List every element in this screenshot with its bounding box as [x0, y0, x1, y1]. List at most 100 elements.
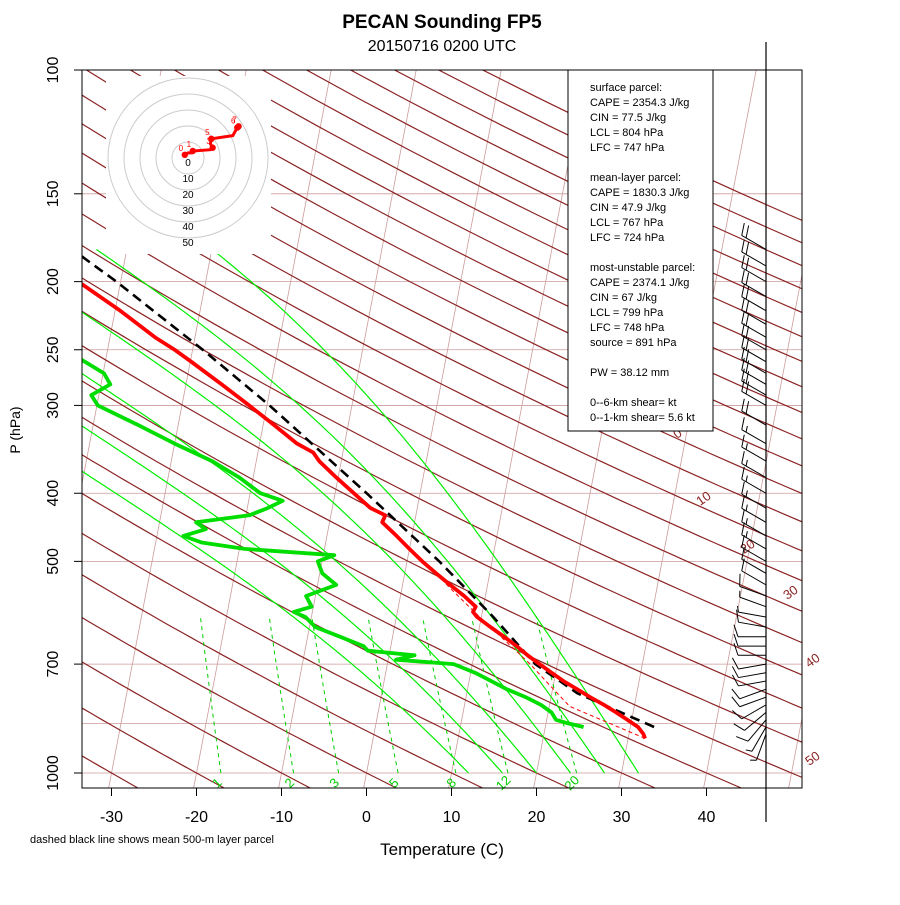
mixing-ratio-label: 20 — [561, 772, 582, 793]
moist-adiabats — [0, 250, 638, 774]
wind-barb-shaft — [740, 586, 766, 596]
wind-barbs — [732, 42, 766, 822]
wind-barb-flag — [746, 505, 747, 511]
y-tick-label: 200 — [45, 268, 62, 295]
wind-barb-flag — [746, 426, 747, 432]
temperature-line — [38, 250, 646, 739]
wind-barb — [742, 240, 766, 266]
dewpoint-line — [0, 250, 584, 728]
wind-barb — [742, 335, 766, 361]
wind-barb-shaft — [742, 370, 766, 384]
parameter-line: CAPE = 2354.3 J/kg — [590, 97, 689, 109]
mixing-ratio-line — [269, 617, 293, 773]
wind-barb-flag — [746, 300, 749, 312]
parameter-line: CIN = 67 J/kg — [590, 292, 657, 304]
wind-barb-flag — [736, 737, 748, 742]
wind-barb — [732, 697, 766, 707]
wind-barb-flag — [742, 467, 745, 479]
wind-barb-flag — [746, 326, 749, 338]
wind-barb-flag — [746, 242, 749, 254]
wind-barb-flag — [742, 510, 745, 522]
parameter-line: PW = 38.12 mm — [590, 367, 669, 379]
wind-barb-shaft — [742, 336, 766, 350]
wind-barb-flag — [732, 697, 740, 707]
parameter-line: CIN = 77.5 J/kg — [590, 112, 666, 124]
mixing-ratio-line — [423, 617, 456, 773]
wind-barb-flag — [742, 451, 745, 463]
wind-barb-shaft — [742, 297, 766, 311]
y-tick-label: 150 — [45, 180, 62, 207]
wind-barb — [740, 591, 766, 607]
wind-barb-flag — [746, 518, 747, 524]
wind-barb-shaft — [742, 411, 766, 425]
hodograph-height-label: 1 — [187, 140, 192, 149]
wind-barb-flag — [742, 311, 745, 323]
y-tick-label: 300 — [45, 392, 62, 419]
wind-barb — [742, 435, 766, 461]
wind-barb-shaft — [740, 697, 766, 707]
wind-barb-shaft — [740, 597, 766, 607]
dry-adiabat-line — [175, 70, 900, 788]
wind-barb-shaft — [738, 622, 766, 627]
parameter-line: LFC = 724 hPa — [590, 232, 665, 244]
dry-adiabat-label: 10 — [693, 488, 713, 509]
wind-barb — [742, 311, 766, 337]
wind-barb-flag — [746, 226, 749, 238]
parameter-line: LFC = 748 hPa — [590, 322, 665, 334]
mean-layer-parcel-line — [61, 241, 655, 727]
wind-barb-shaft — [738, 681, 766, 686]
wind-barb-flag — [742, 240, 745, 252]
wind-barb-shaft — [738, 673, 766, 678]
wind-barb-shaft — [742, 283, 766, 297]
hodograph-ring-label: 50 — [182, 238, 194, 249]
hodograph-ring-label: 40 — [182, 222, 194, 233]
dry-adiabat-line — [0, 70, 569, 788]
isotherm-line — [364, 70, 502, 788]
wind-barb-shaft — [742, 705, 766, 719]
dry-adiabat-label: 50 — [802, 748, 822, 769]
wind-barb-flag — [742, 417, 745, 429]
isotherm-line — [789, 70, 900, 788]
wind-barb-flag — [742, 255, 745, 267]
wind-barb-shaft — [742, 494, 766, 508]
hodograph-height-label: 0 — [179, 144, 184, 153]
x-axis-label: Temperature (C) — [380, 840, 504, 859]
wind-barb-flag — [734, 724, 745, 731]
moist-adiabat-line — [0, 250, 570, 774]
parameter-line: surface parcel: — [590, 82, 662, 94]
wind-barb-shaft — [742, 571, 766, 585]
wind-barb-flag — [732, 689, 740, 699]
hodograph-height-label: 5 — [205, 128, 210, 137]
x-tick-label: 0 — [362, 809, 371, 826]
hodograph-ring-label: 10 — [182, 174, 194, 185]
wind-barb-shaft — [742, 310, 766, 324]
parameter-line: 0--1-km shear= 5.6 kt — [590, 412, 695, 424]
wind-barb — [734, 643, 766, 655]
parameter-line: 0--6-km shear= kt — [590, 397, 677, 409]
wind-barb-flag — [742, 270, 745, 282]
moist-adiabat-line — [0, 250, 469, 774]
x-tick-label: -10 — [270, 809, 293, 826]
hodograph-height-label: 7 — [232, 115, 237, 124]
parameter-line: LCL = 767 hPa — [590, 217, 664, 229]
wind-barb — [737, 606, 766, 617]
chart-subtitle: 20150716 0200 UTC — [368, 38, 517, 55]
y-axis-label: P (hPa) — [7, 406, 23, 453]
wind-barb-flag — [746, 443, 747, 449]
hodograph-ring-label: 30 — [182, 206, 194, 217]
y-tick-label: 250 — [45, 336, 62, 363]
mixing-ratio-line — [472, 617, 508, 773]
wind-barb-shaft — [742, 464, 766, 478]
y-tick-label: 100 — [45, 57, 62, 84]
parameter-line: CAPE = 2374.1 J/kg — [590, 277, 689, 289]
wind-barb — [742, 451, 766, 477]
wind-barb-flag — [742, 496, 745, 508]
wind-barb — [732, 658, 766, 669]
wind-barb-flag — [742, 223, 745, 235]
y-tick-label: 400 — [45, 480, 62, 507]
wind-barb-shaft — [738, 612, 766, 617]
wind-barb-flag — [742, 298, 745, 310]
